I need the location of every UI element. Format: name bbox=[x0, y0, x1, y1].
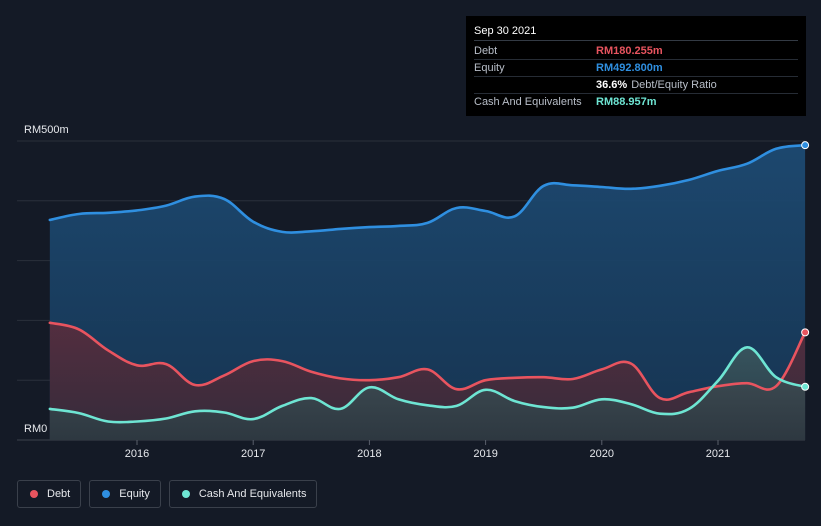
y-tick-label-top: RM500m bbox=[24, 124, 69, 136]
x-tick-label-2019: 2019 bbox=[473, 448, 497, 460]
tooltip-row-equity: Equity RM492.800m bbox=[474, 60, 798, 77]
legend-label-equity: Equity bbox=[119, 488, 150, 500]
x-tick-label-2017: 2017 bbox=[241, 448, 265, 460]
legend-dot-equity bbox=[102, 490, 111, 498]
x-tick-label-2020: 2020 bbox=[590, 448, 614, 460]
legend-item-debt[interactable]: Debt bbox=[17, 480, 82, 508]
x-tick-label-2018: 2018 bbox=[357, 448, 381, 460]
legend-item-cash[interactable]: Cash And Equivalents bbox=[168, 480, 318, 508]
legend-dot-cash bbox=[181, 490, 190, 498]
legend-label-debt: Debt bbox=[47, 488, 71, 500]
tooltip-ratio: 36.6% Debt/Equity Ratio bbox=[596, 77, 717, 93]
tooltip-row-debt: Debt RM180.255m bbox=[474, 43, 798, 60]
line-equity bbox=[48, 143, 807, 234]
tooltip-debt-label: Debt bbox=[474, 45, 498, 57]
area-fills bbox=[49, 145, 806, 440]
axis-labels: RM500m RM0 2016 2017 2018 2019 2020 2021 bbox=[24, 124, 730, 460]
data-tooltip: Sep 30 2021 Debt RM180.255m Equity RM492… bbox=[466, 16, 806, 116]
tooltip-row-cash: Cash And Equivalents RM88.957m bbox=[474, 94, 798, 110]
x-tick-label-2021: 2021 bbox=[706, 448, 730, 460]
chart-legend: Debt Equity Cash And Equivalents bbox=[17, 480, 318, 508]
line-cash bbox=[48, 346, 807, 424]
tooltip-ratio-label: Debt/Equity Ratio bbox=[631, 79, 717, 91]
x-tick-label-2016: 2016 bbox=[125, 448, 149, 460]
legend-label-cash: Cash And Equivalents bbox=[198, 488, 307, 500]
tooltip-row-ratio: 36.6% Debt/Equity Ratio bbox=[474, 77, 798, 94]
tooltip-ratio-value: 36.6% bbox=[596, 79, 628, 91]
end-markers bbox=[801, 141, 810, 391]
y-tick-label-bottom: RM0 bbox=[24, 423, 47, 435]
legend-dot-debt bbox=[30, 490, 38, 498]
end-marker-equity bbox=[801, 141, 810, 150]
end-marker-cash bbox=[801, 382, 810, 391]
tooltip-cash-label: Cash And Equivalents bbox=[474, 96, 582, 108]
series-lines bbox=[48, 143, 807, 424]
tooltip-debt-value: RM180.255m bbox=[596, 45, 663, 57]
end-marker-debt bbox=[801, 328, 810, 337]
line-debt bbox=[48, 321, 807, 401]
legend-item-equity[interactable]: Equity bbox=[89, 480, 161, 508]
tooltip-equity-label: Equity bbox=[474, 62, 505, 74]
tooltip-date: Sep 30 2021 bbox=[474, 22, 798, 41]
tooltip-equity-value: RM492.800m bbox=[596, 62, 663, 74]
tooltip-cash-value: RM88.957m bbox=[596, 96, 657, 108]
